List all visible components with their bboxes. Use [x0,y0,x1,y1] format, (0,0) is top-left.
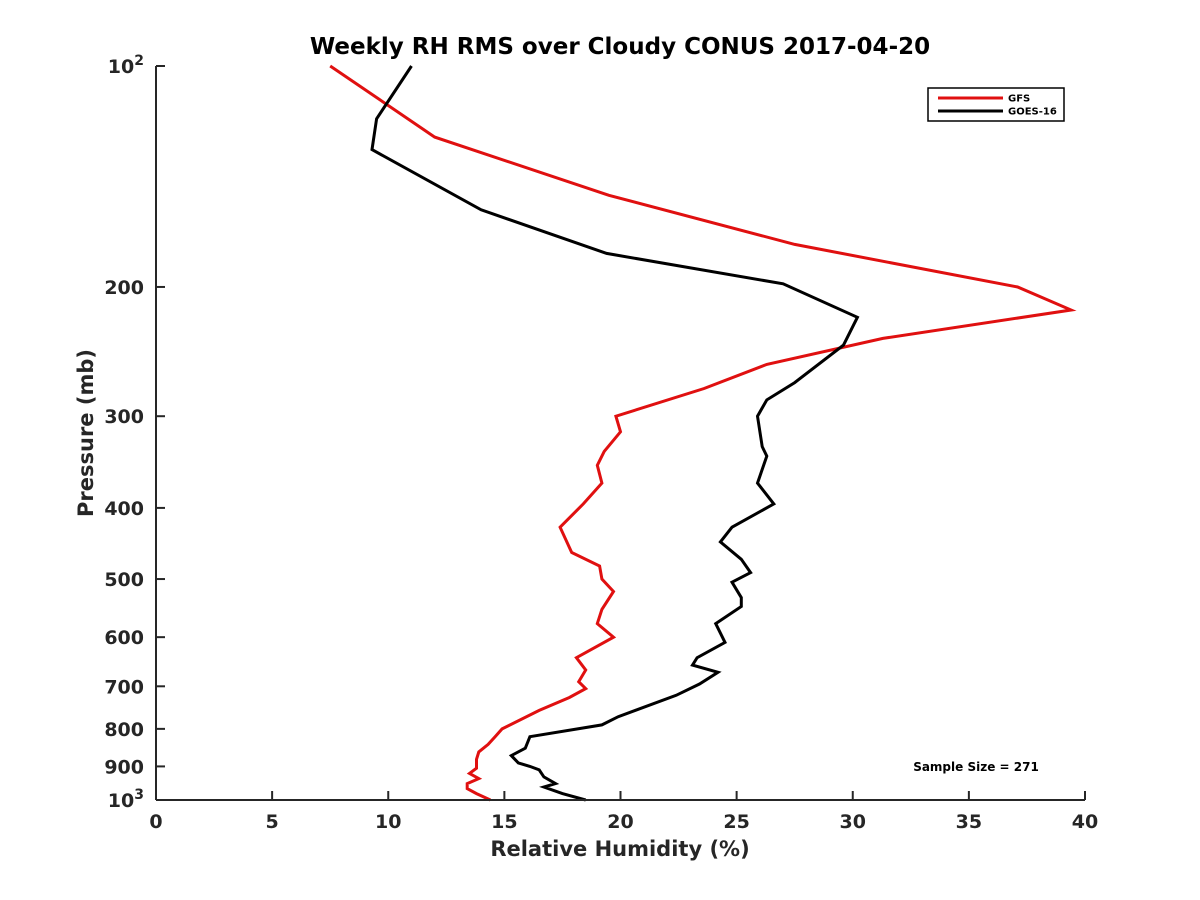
y-tick-label: 103 [108,787,144,812]
chart-title: Weekly RH RMS over Cloudy CONUS 2017-04-… [310,34,930,60]
y-tick-label: 500 [104,569,144,591]
x-tick-label: 20 [607,811,633,833]
x-axis-title: Relative Humidity (%) [490,837,749,861]
x-tick-label: 35 [956,811,982,833]
y-tick-label: 102 [108,53,144,78]
series-layer [329,64,1077,802]
legend-label: GFS [1008,94,1030,105]
y-tick-label: 300 [104,406,144,428]
x-tick-label: 25 [723,811,749,833]
x-tick-label: 15 [491,811,517,833]
x-tick-label: 0 [149,811,162,833]
x-tick-label: 30 [840,811,866,833]
sample-size-annotation: Sample Size = 271 [913,760,1039,774]
y-tick-label: 900 [104,756,144,778]
x-tick-label: 5 [266,811,279,833]
legend-box [927,87,1065,122]
y-tick-label: 200 [104,277,144,299]
y-tick-label: 700 [104,676,144,698]
y-tick-label: 800 [104,719,144,741]
y-axis-title: Pressure (mb) [74,349,98,517]
axes: 0 5 10 15 20 25 30 35 40 102 200 300 400 500 600 700 800… [104,53,1098,833]
x-tick-label: 10 [375,811,401,833]
series-line-gfs [329,64,1077,802]
series-line-goes-16 [370,65,860,802]
y-tick-label: 400 [104,498,144,520]
y-tick-label: 600 [104,627,144,649]
x-tick-label: 40 [1072,811,1098,833]
legend: GFS GOES-16 [927,87,1065,122]
legend-label: GOES-16 [1008,107,1057,118]
